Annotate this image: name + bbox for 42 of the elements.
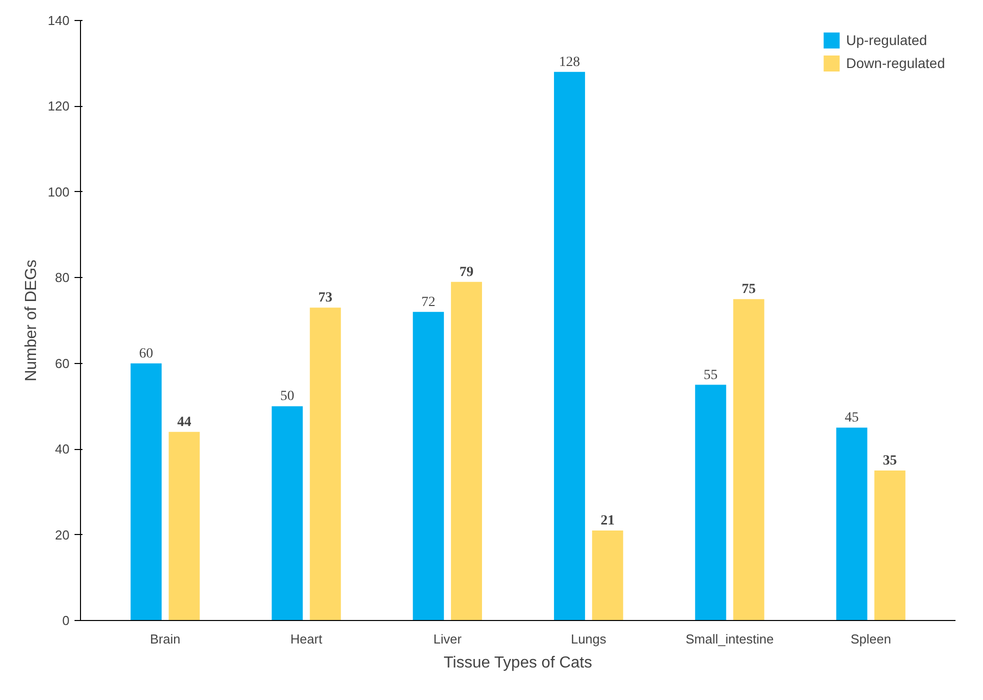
- x-tick-label: Liver: [433, 632, 462, 646]
- legend-label: Up-regulated: [846, 32, 928, 48]
- x-tick-label: Spleen: [850, 632, 892, 646]
- x-tick-label: Small_intestine: [686, 632, 774, 646]
- bar: [130, 363, 162, 620]
- bar: [733, 299, 764, 620]
- bar: [592, 530, 624, 620]
- bar: [450, 282, 482, 620]
- y-tick-label: 80: [55, 270, 70, 286]
- data-label: 60: [139, 346, 154, 362]
- bar: [272, 406, 303, 620]
- y-tick-label: 20: [55, 527, 70, 542]
- x-axis-title: Tissue Types of Cats: [444, 654, 592, 672]
- bar: [310, 308, 341, 620]
- x-tick-label: Heart: [290, 632, 323, 646]
- bar: [836, 428, 868, 620]
- bar: [168, 432, 200, 620]
- data-label: 35: [882, 454, 897, 468]
- bar: [874, 470, 906, 620]
- legend-label: Down-regulated: [846, 55, 945, 71]
- data-label: 21: [600, 514, 615, 528]
- bar: [554, 72, 586, 620]
- data-label: 73: [318, 290, 332, 306]
- data-label: 72: [421, 294, 436, 310]
- y-axis-title: Number of DEGs: [22, 260, 40, 382]
- y-tick-label: 100: [48, 184, 70, 200]
- data-label: 128: [559, 54, 580, 70]
- y-tick-label: 120: [48, 98, 70, 114]
- data-label: 50: [280, 389, 294, 404]
- data-label: 45: [844, 410, 859, 426]
- data-label: 44: [177, 414, 192, 430]
- bar: [412, 312, 444, 620]
- y-tick-label: 140: [48, 13, 70, 28]
- data-label: 55: [704, 368, 718, 383]
- y-tick-label: 0: [62, 613, 70, 628]
- x-tick-label: Lungs: [570, 632, 607, 646]
- y-tick-label: 60: [55, 356, 70, 371]
- x-tick-label: Brain: [150, 632, 180, 646]
- data-label: 79: [459, 264, 474, 280]
- bar: [695, 384, 726, 620]
- y-tick-label: 40: [55, 442, 70, 457]
- data-label: 75: [742, 282, 756, 298]
